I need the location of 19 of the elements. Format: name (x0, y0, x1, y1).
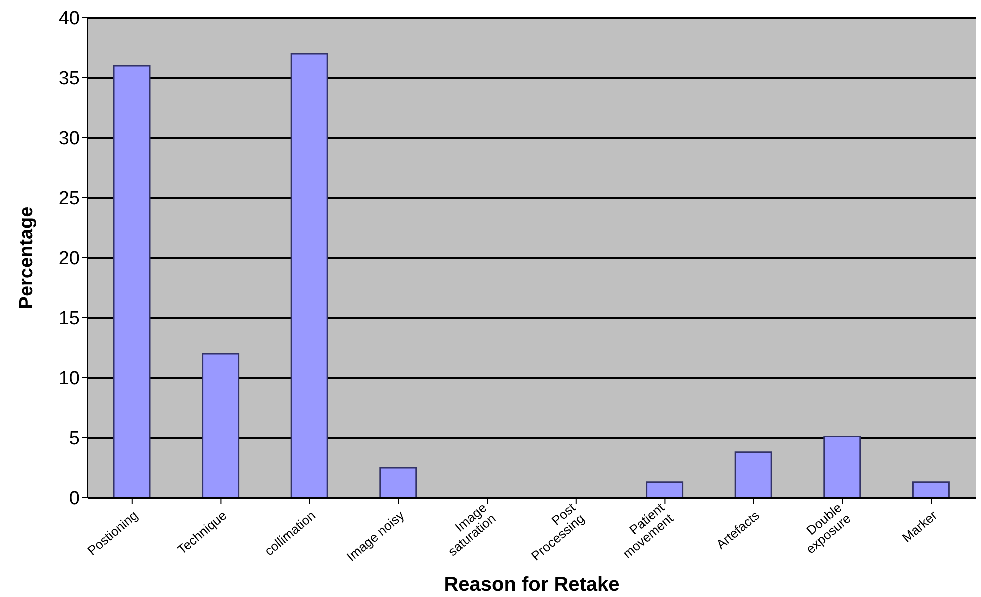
bar (824, 436, 862, 498)
bar (113, 65, 151, 498)
y-tick-label: 40 (58, 8, 80, 30)
bar (646, 482, 684, 498)
y-tick-label: 5 (69, 428, 80, 450)
y-tick-label: 10 (58, 368, 80, 390)
bar (290, 53, 328, 498)
x-axis-title: Reason for Retake (444, 574, 620, 596)
bar (202, 353, 240, 498)
y-tick-label: 35 (58, 68, 80, 90)
y-tick-label: 0 (69, 488, 80, 510)
y-tick-label: 30 (58, 128, 80, 150)
y-axis-title: Percentage (16, 206, 38, 310)
y-tick-label: 15 (58, 308, 80, 330)
y-tick-label: 25 (58, 188, 80, 210)
y-tick-label: 20 (58, 248, 80, 270)
bar (734, 452, 772, 498)
bar (380, 467, 418, 498)
bar (912, 482, 950, 498)
